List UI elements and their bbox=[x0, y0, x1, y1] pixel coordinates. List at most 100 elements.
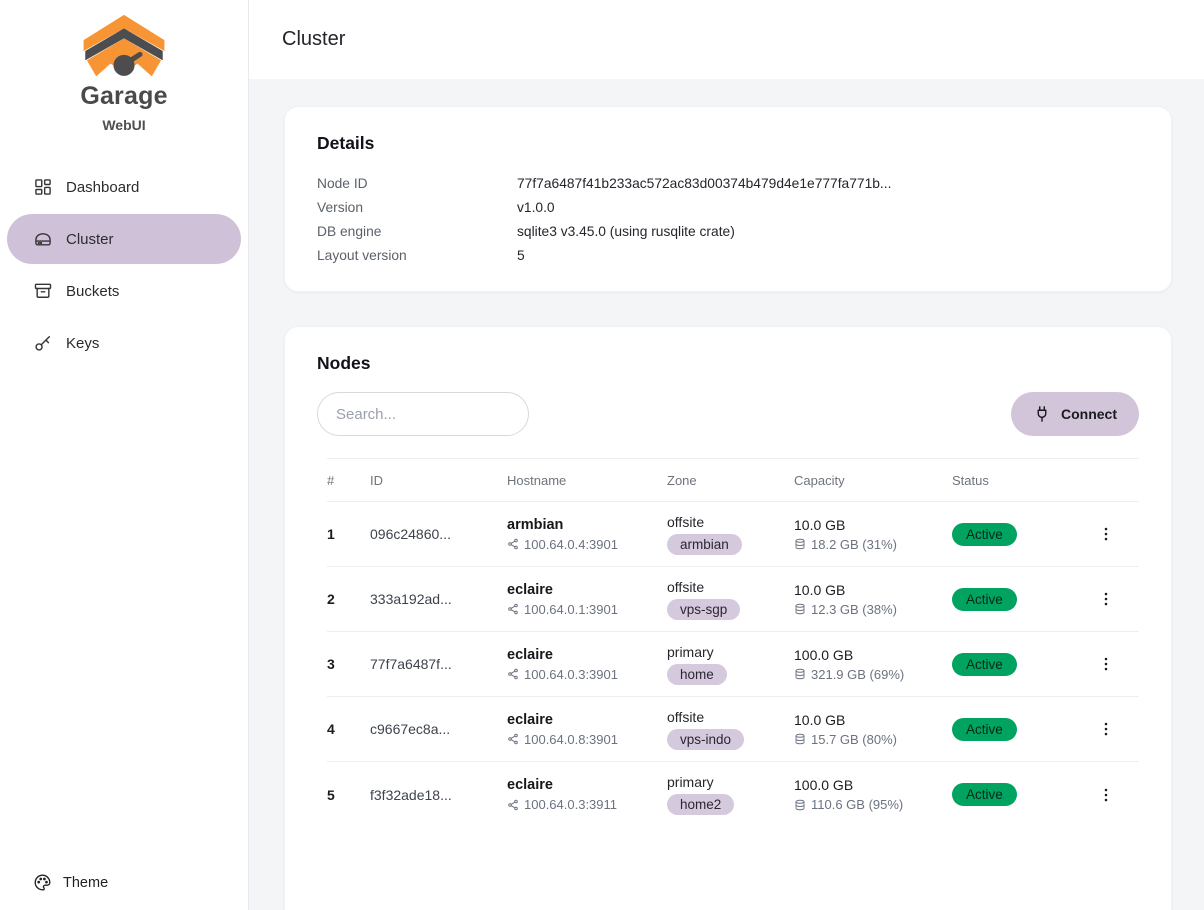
node-hostname: eclaire bbox=[507, 777, 553, 793]
zone-tag-badge: home2 bbox=[667, 794, 735, 815]
share-nodes-icon bbox=[507, 603, 519, 615]
node-id: c9667ec8a... bbox=[370, 721, 451, 737]
nodes-table: # ID Hostname Zone Capacity Status 1 096… bbox=[317, 458, 1139, 827]
database-icon bbox=[794, 733, 806, 745]
kebab-menu-icon bbox=[1097, 590, 1115, 608]
node-usage: 15.7 GB (80%) bbox=[811, 731, 897, 747]
node-id: 096c24860... bbox=[370, 526, 451, 542]
details-rows: Node ID 77f7a6487f41b233ac572ac83d00374b… bbox=[317, 171, 1139, 267]
column-header: # bbox=[327, 472, 335, 488]
column-header: Status bbox=[952, 472, 989, 488]
node-capacity: 10.0 GB bbox=[794, 516, 846, 533]
node-address: 100.64.0.3:3911 bbox=[524, 797, 618, 812]
row-actions-button[interactable] bbox=[1092, 520, 1120, 548]
detail-value: 77f7a6487f41b233ac572ac83d00374b479d4e1e… bbox=[517, 175, 892, 191]
row-number: 5 bbox=[327, 786, 335, 803]
node-address: 100.64.0.4:3901 bbox=[524, 536, 618, 552]
row-actions-button[interactable] bbox=[1092, 650, 1120, 678]
row-actions-button[interactable] bbox=[1092, 781, 1120, 809]
garage-logo-icon bbox=[83, 14, 165, 77]
detail-row: Version v1.0.0 bbox=[317, 195, 1139, 219]
row-number: 1 bbox=[327, 526, 335, 542]
search-input[interactable] bbox=[317, 392, 529, 436]
nodes-toolbar: Connect bbox=[317, 392, 1139, 436]
node-capacity: 10.0 GB bbox=[794, 581, 846, 598]
node-zone: offsite bbox=[667, 708, 705, 725]
details-card: Details Node ID 77f7a6487f41b233ac572ac8… bbox=[284, 106, 1172, 292]
detail-label: DB engine bbox=[317, 223, 382, 239]
node-hostname: eclaire bbox=[507, 581, 553, 598]
topbar: Cluster bbox=[249, 0, 1204, 79]
node-usage: 110.6 GB (95%) bbox=[811, 797, 904, 812]
database-icon bbox=[794, 668, 806, 680]
kebab-menu-icon bbox=[1097, 525, 1115, 543]
status-badge: Active bbox=[952, 587, 1017, 611]
column-header: Zone bbox=[667, 472, 697, 488]
sidebar-item-label: Dashboard bbox=[66, 178, 140, 196]
node-zone: primary bbox=[667, 643, 714, 660]
sidebar-item-buckets[interactable]: Buckets bbox=[7, 266, 241, 316]
connect-button[interactable]: Connect bbox=[1011, 392, 1139, 436]
status-badge: Active bbox=[952, 717, 1017, 741]
sidebar-item-cluster[interactable]: Cluster bbox=[7, 214, 241, 264]
nodes-card: Nodes Connect # ID Hostname Zone Capacit… bbox=[284, 326, 1172, 910]
table-header-row: # ID Hostname Zone Capacity Status bbox=[327, 458, 1139, 502]
node-address: 100.64.0.8:3901 bbox=[524, 731, 618, 747]
database-icon bbox=[794, 799, 806, 811]
sidebar-item-label: Buckets bbox=[66, 282, 120, 300]
database-icon bbox=[794, 538, 806, 550]
detail-row: Layout version 5 bbox=[317, 243, 1139, 267]
archive-box-icon bbox=[33, 281, 53, 301]
sidebar: Garage WebUI Dashboard Cluster Buckets K… bbox=[0, 0, 249, 910]
brand: Garage WebUI bbox=[0, 0, 248, 133]
kebab-menu-icon bbox=[1097, 655, 1115, 673]
detail-row: DB engine sqlite3 v3.45.0 (using rusqlit… bbox=[317, 219, 1139, 243]
content: Details Node ID 77f7a6487f41b233ac572ac8… bbox=[249, 79, 1204, 910]
sidebar-item-label: Keys bbox=[66, 334, 100, 352]
node-capacity: 100.0 GB bbox=[794, 777, 854, 793]
node-hostname: eclaire bbox=[507, 646, 553, 663]
zone-tag-badge: vps-sgp bbox=[667, 598, 741, 620]
page-title: Cluster bbox=[282, 28, 346, 50]
details-title: Details bbox=[317, 133, 375, 153]
node-capacity: 100.0 GB bbox=[794, 646, 854, 663]
table-row: 1 096c24860... armbian 100.64.0.4:3901 o… bbox=[327, 502, 1139, 567]
column-header: Capacity bbox=[794, 472, 845, 488]
row-actions-button[interactable] bbox=[1092, 585, 1120, 613]
node-usage: 321.9 GB (69%) bbox=[811, 666, 905, 682]
detail-label: Node ID bbox=[317, 175, 368, 191]
database-icon bbox=[794, 603, 806, 615]
kebab-menu-icon bbox=[1097, 786, 1115, 804]
theme-toggle[interactable]: Theme bbox=[33, 873, 248, 892]
detail-row: Node ID 77f7a6487f41b233ac572ac83d00374b… bbox=[317, 171, 1139, 195]
column-header: ID bbox=[370, 472, 383, 488]
sidebar-item-dashboard[interactable]: Dashboard bbox=[7, 162, 241, 212]
row-actions-button[interactable] bbox=[1092, 715, 1120, 743]
column-header: Hostname bbox=[507, 472, 567, 488]
detail-label: Layout version bbox=[317, 247, 407, 263]
node-zone: offsite bbox=[667, 513, 705, 530]
key-icon bbox=[33, 333, 53, 353]
sidebar-nav: Dashboard Cluster Buckets Keys bbox=[0, 161, 248, 369]
sidebar-item-keys[interactable]: Keys bbox=[7, 318, 241, 368]
plug-icon bbox=[1033, 405, 1051, 423]
share-nodes-icon bbox=[507, 668, 519, 680]
detail-value: 5 bbox=[517, 247, 525, 263]
nodes-title: Nodes bbox=[317, 353, 371, 373]
zone-tag-badge: home bbox=[667, 663, 727, 685]
table-row: 2 333a192ad... eclaire 100.64.0.1:3901 o… bbox=[327, 567, 1139, 632]
zone-tag-badge: vps-indo bbox=[667, 728, 745, 750]
node-hostname: armbian bbox=[507, 516, 564, 533]
detail-value: v1.0.0 bbox=[517, 199, 555, 215]
share-nodes-icon bbox=[507, 538, 519, 550]
table-row: 4 c9667ec8a... eclaire 100.64.0.8:3901 o… bbox=[327, 697, 1139, 762]
brand-title: Garage bbox=[80, 82, 168, 110]
row-number: 4 bbox=[327, 721, 335, 737]
node-capacity: 10.0 GB bbox=[794, 711, 846, 728]
node-hostname: eclaire bbox=[507, 711, 553, 728]
table-row: 5 f3f32ade18... eclaire 100.64.0.3:3911 … bbox=[327, 762, 1139, 827]
main: Cluster Details Node ID 77f7a6487f41b233… bbox=[249, 0, 1204, 910]
node-usage: 18.2 GB (31%) bbox=[811, 536, 897, 552]
theme-label: Theme bbox=[63, 874, 109, 891]
node-usage: 12.3 GB (38%) bbox=[811, 601, 897, 617]
